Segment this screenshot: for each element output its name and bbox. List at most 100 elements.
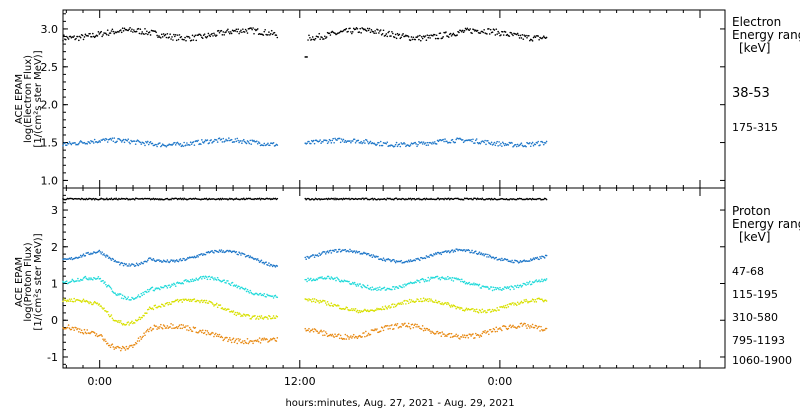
data-point-1060-1900 xyxy=(339,334,342,337)
data-point-175-315 xyxy=(159,142,161,144)
data-point-115-195 xyxy=(220,249,223,251)
data-point-310-580 xyxy=(307,277,309,280)
data-point-38-53 xyxy=(163,34,166,37)
data-point-310-580 xyxy=(365,286,368,289)
data-point-175-315 xyxy=(230,138,233,141)
data-point-38-53 xyxy=(491,31,494,33)
data-point-115-195 xyxy=(240,254,242,256)
data-point-115-195 xyxy=(409,259,412,261)
data-point-1060-1900 xyxy=(529,327,531,329)
data-point-115-195 xyxy=(79,254,82,257)
data-point-795-1193 xyxy=(176,298,179,301)
data-point-175-315 xyxy=(225,138,227,141)
data-point-115-195 xyxy=(480,252,483,254)
data-point-115-195 xyxy=(114,259,116,262)
data-point-38-53 xyxy=(464,27,467,30)
data-point-38-53 xyxy=(99,31,102,34)
data-point-38-53 xyxy=(227,28,229,31)
data-point-38-53 xyxy=(451,33,454,36)
data-point-38-53 xyxy=(329,34,332,36)
data-point-175-315 xyxy=(339,141,342,144)
data-point-795-1193 xyxy=(259,317,262,319)
data-point-1060-1900 xyxy=(214,333,216,336)
data-point-115-195 xyxy=(196,254,198,257)
data-point-38-53 xyxy=(273,31,276,34)
data-point-115-195 xyxy=(229,250,232,253)
data-point-38-53 xyxy=(72,36,75,38)
data-point-795-1193 xyxy=(366,309,369,311)
data-point-38-53 xyxy=(462,31,465,34)
data-point-310-580 xyxy=(78,280,81,282)
data-point-795-1193 xyxy=(72,300,75,303)
data-point-115-195 xyxy=(381,259,384,262)
data-point-795-1193 xyxy=(502,305,505,307)
data-point-1060-1900 xyxy=(340,337,343,340)
data-point-38-53 xyxy=(214,34,216,36)
data-point-47-68 xyxy=(92,197,95,200)
data-point-310-580 xyxy=(356,283,359,286)
data-point-175-315 xyxy=(236,137,239,140)
data-point-175-315 xyxy=(530,142,533,145)
data-point-38-53 xyxy=(184,36,186,39)
data-point-310-580 xyxy=(397,287,400,290)
data-point-175-315 xyxy=(498,141,500,143)
data-point-175-315 xyxy=(112,140,115,143)
data-point-47-68 xyxy=(179,197,182,200)
data-point-38-53 xyxy=(128,28,130,31)
data-point-47-68 xyxy=(423,197,426,200)
data-point-310-580 xyxy=(457,277,459,280)
data-point-1060-1900 xyxy=(103,339,105,342)
data-point-38-53 xyxy=(522,38,525,40)
data-point-115-195 xyxy=(213,252,215,254)
data-point-38-53 xyxy=(342,29,345,32)
data-point-1060-1900 xyxy=(146,328,149,331)
data-point-115-195 xyxy=(338,248,341,251)
data-point-795-1193 xyxy=(269,315,271,318)
data-point-1060-1900 xyxy=(210,332,212,335)
data-point-175-315 xyxy=(122,138,125,141)
data-point-47-68 xyxy=(333,198,335,201)
data-point-175-315 xyxy=(248,142,251,145)
data-point-38-53 xyxy=(158,35,160,37)
data-point-175-315 xyxy=(222,137,225,140)
data-point-1060-1900 xyxy=(86,329,89,331)
data-point-47-68 xyxy=(348,197,350,200)
data-point-175-315 xyxy=(109,137,112,140)
legend-310-580: 310-580 xyxy=(732,311,778,324)
data-point-115-195 xyxy=(324,253,327,255)
data-point-115-195 xyxy=(134,264,137,267)
data-point-795-1193 xyxy=(446,303,448,306)
data-point-38-53 xyxy=(347,30,349,33)
data-point-175-315 xyxy=(422,141,425,143)
data-point-795-1193 xyxy=(127,321,130,323)
data-point-310-580 xyxy=(331,277,334,279)
data-point-1060-1900 xyxy=(182,324,184,326)
data-point-175-315 xyxy=(500,142,502,145)
data-point-115-195 xyxy=(424,257,427,260)
data-point-795-1193 xyxy=(258,315,261,318)
data-point-115-195 xyxy=(247,254,250,257)
data-point-1060-1900 xyxy=(466,334,469,337)
data-point-38-53 xyxy=(411,38,414,41)
data-point-1060-1900 xyxy=(424,329,427,331)
data-point-1060-1900 xyxy=(185,325,187,327)
data-point-795-1193 xyxy=(130,321,132,324)
data-point-175-315 xyxy=(378,144,381,147)
data-point-795-1193 xyxy=(404,299,406,302)
data-point-115-195 xyxy=(211,249,213,252)
data-point-310-580 xyxy=(513,288,515,290)
data-point-175-315 xyxy=(513,145,515,147)
data-point-1060-1900 xyxy=(429,330,431,332)
data-point-1060-1900 xyxy=(454,335,457,337)
data-point-310-580 xyxy=(501,289,503,292)
data-point-175-315 xyxy=(529,145,532,148)
data-point-38-53 xyxy=(212,35,214,37)
data-point-38-53 xyxy=(239,31,241,33)
data-point-795-1193 xyxy=(92,302,95,304)
data-point-795-1193 xyxy=(441,302,444,304)
data-point-310-580 xyxy=(146,291,148,294)
data-point-115-195 xyxy=(354,251,357,254)
data-point-175-315 xyxy=(327,141,330,143)
data-point-795-1193 xyxy=(427,300,430,303)
data-point-175-315 xyxy=(501,141,504,144)
